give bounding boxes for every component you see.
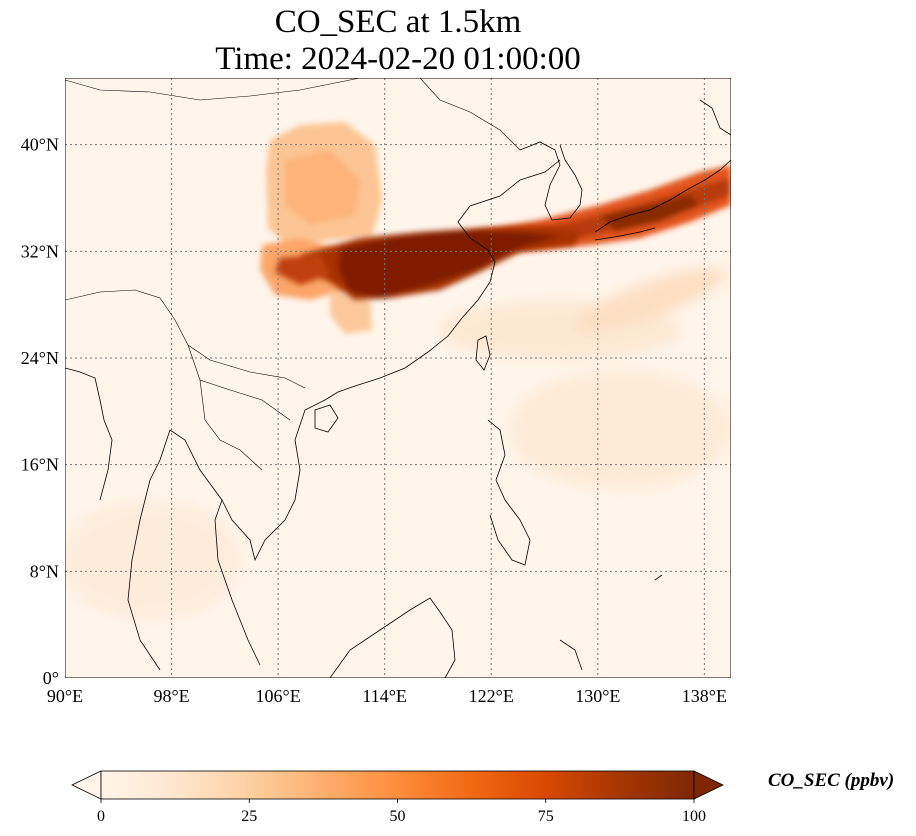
colorbar: 0 25 50 75 100 <box>71 770 724 825</box>
coastline-borneo <box>329 597 456 678</box>
coastline-hainan <box>314 404 339 433</box>
lat-tick-label: 16°N <box>21 455 59 475</box>
lat-tick-label: 0° <box>43 668 59 688</box>
lon-tick-label: 138°E <box>682 686 727 706</box>
lon-tick-label: 122°E <box>469 686 514 706</box>
coastline-philippines <box>487 419 531 566</box>
colorbar-min-extend <box>71 770 102 800</box>
coastline-korea <box>519 141 583 221</box>
coastline-japan <box>594 159 731 233</box>
lon-tick-label: 114°E <box>362 686 407 706</box>
coastline-taiwan <box>475 335 491 371</box>
title-line2: Time: 2024-02-20 01:00:00 <box>215 41 581 77</box>
coastline-china <box>324 159 561 401</box>
title-line1: CO_SEC at 1.5km <box>274 4 522 40</box>
colorbar-max-extend <box>693 770 724 800</box>
gridlines <box>65 78 731 678</box>
colorbar-bar <box>100 770 695 800</box>
coastlines <box>65 78 731 678</box>
map-title: CO_SEC at 1.5km Time: 2024-02-20 01:00:0… <box>0 4 796 78</box>
plume-main-band <box>275 226 580 300</box>
colorbar-ticks: 0 25 50 75 100 <box>97 799 706 825</box>
colorbar-tick-label: 25 <box>241 808 257 825</box>
plume-pacific-haze <box>65 267 730 620</box>
lat-tick-label: 32°N <box>21 241 59 261</box>
lon-tick-labels: 90°E 98°E 106°E 114°E 122°E 130°E 138°E <box>47 686 727 706</box>
lon-tick-label: 130°E <box>575 686 620 706</box>
lon-tick-label: 98°E <box>153 686 189 706</box>
lat-tick-label: 8°N <box>30 561 59 581</box>
colorbar-tick-label: 0 <box>97 808 105 825</box>
map-panel <box>65 78 731 678</box>
colorbar-tick-label: 100 <box>682 808 706 825</box>
lat-tick-label: 24°N <box>21 348 59 368</box>
coastline-indochina <box>214 399 326 666</box>
colorbar-tick-label: 50 <box>390 808 406 825</box>
colorbar-tick-label: 75 <box>538 808 554 825</box>
lat-tick-label: 40°N <box>21 135 59 155</box>
lon-tick-label: 106°E <box>256 686 301 706</box>
colorbar-title: CO_SEC (ppbv) <box>768 770 895 791</box>
lat-tick-labels: 0° 8°N 16°N 24°N 32°N 40°N <box>21 135 59 688</box>
lon-tick-label: 90°E <box>47 686 83 706</box>
